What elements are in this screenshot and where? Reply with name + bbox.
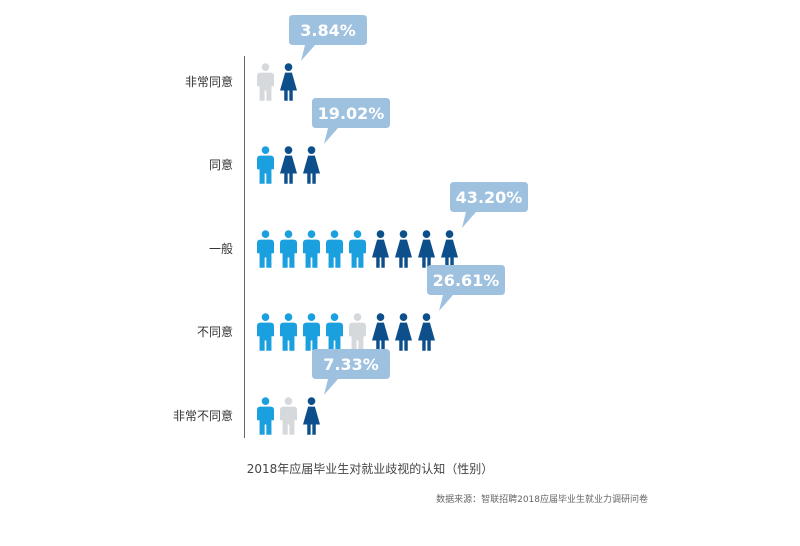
female-person-icon xyxy=(280,63,297,101)
female-person-icon xyxy=(303,397,320,435)
female-person-icon xyxy=(418,313,435,351)
value-bubble xyxy=(312,349,390,395)
value-bubble xyxy=(312,98,390,144)
female-person-icon xyxy=(372,313,389,351)
male-person-icon xyxy=(349,230,366,268)
male-person-icon xyxy=(280,230,297,268)
female-person-icon xyxy=(418,230,435,268)
category-label: 同意 xyxy=(209,157,233,172)
male-person-icon xyxy=(326,230,343,268)
chart-rows: 非常同意 3.84% 同意 19.02% 一般 43.20% 不同意 26.61% 非常不同意 7… xyxy=(173,15,528,435)
category-label: 非常不同意 xyxy=(173,408,233,423)
pictograph-row: 同意 19.02% xyxy=(209,98,390,184)
value-label: 43.20% xyxy=(456,188,523,207)
female-person-icon xyxy=(441,230,458,268)
male-person-icon-empty xyxy=(280,397,297,435)
male-person-icon xyxy=(303,230,320,268)
female-person-icon xyxy=(395,230,412,268)
female-person-icon xyxy=(303,146,320,184)
male-person-icon xyxy=(257,313,274,351)
female-person-icon xyxy=(395,313,412,351)
value-label: 26.61% xyxy=(433,271,500,290)
male-person-icon-empty xyxy=(257,63,274,101)
male-person-icon xyxy=(326,313,343,351)
category-label: 一般 xyxy=(209,241,233,256)
category-label: 非常同意 xyxy=(185,74,233,89)
value-label: 3.84% xyxy=(300,21,356,40)
male-person-icon xyxy=(280,313,297,351)
male-person-icon xyxy=(257,230,274,268)
value-label: 7.33% xyxy=(323,355,379,374)
category-label: 不同意 xyxy=(197,324,233,339)
female-person-icon xyxy=(372,230,389,268)
male-person-icon xyxy=(303,313,320,351)
pictograph-row: 非常不同意 7.33% xyxy=(173,349,390,435)
male-person-icon-empty xyxy=(349,313,366,351)
value-bubble xyxy=(289,15,367,61)
male-person-icon xyxy=(257,397,274,435)
male-person-icon xyxy=(257,146,274,184)
source-note: 数据来源：智联招聘2018应届毕业生就业力调研问卷 xyxy=(436,495,648,505)
pictograph-row: 非常同意 3.84% xyxy=(185,15,367,101)
female-person-icon xyxy=(280,146,297,184)
value-bubble xyxy=(427,265,505,311)
chart-title: 2018年应届毕业生对就业歧视的认知（性别） xyxy=(246,462,494,476)
value-bubble xyxy=(450,182,528,228)
value-label: 19.02% xyxy=(318,104,385,123)
pictograph-row: 一般 43.20% xyxy=(209,182,528,268)
pictograph-row: 不同意 26.61% xyxy=(197,265,505,351)
